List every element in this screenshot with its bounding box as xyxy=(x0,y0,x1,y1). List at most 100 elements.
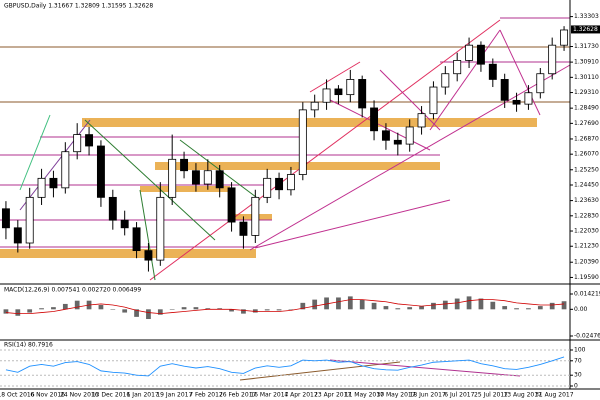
candle-body xyxy=(441,73,450,88)
y-tick-label: 1.20390 xyxy=(574,259,599,266)
macd-bar xyxy=(241,309,246,314)
candle-body xyxy=(215,170,224,189)
x-tick-label: 13 Dec 2016 xyxy=(92,392,131,399)
macd-bar xyxy=(466,296,472,310)
trend-line xyxy=(429,29,501,131)
candle-body xyxy=(346,79,355,96)
macd-bar xyxy=(431,302,436,310)
x-tick-label: 30 May 2017 xyxy=(376,392,415,399)
y-tick-label: -0.024767 xyxy=(574,333,600,340)
y-tick-label: 0 xyxy=(574,383,578,390)
macd-bar xyxy=(110,309,116,310)
macd-bar xyxy=(27,309,33,313)
macd-bar xyxy=(478,298,484,310)
y-tick-label: 0.014219 xyxy=(574,291,600,298)
trend-line xyxy=(149,19,501,281)
candle-body xyxy=(286,174,295,191)
x-tick-label: 25 Jul 2017 xyxy=(474,392,508,399)
candle-body xyxy=(191,170,200,185)
candle-body xyxy=(453,60,462,75)
candle-body xyxy=(512,99,521,105)
macd-bar xyxy=(395,308,401,310)
candle-body xyxy=(476,44,485,65)
rsi-line xyxy=(5,356,565,377)
macd-bar xyxy=(324,297,329,310)
macd-bar xyxy=(169,309,175,310)
zone xyxy=(155,162,440,170)
candle-body xyxy=(251,196,260,236)
candle-body xyxy=(61,151,70,189)
y-tick-label: 0.00 xyxy=(574,306,588,313)
macd-bar xyxy=(181,307,187,310)
zone xyxy=(82,118,537,127)
x-tick-label: 24 Nov 2016 xyxy=(60,392,99,399)
trend-line xyxy=(139,189,156,281)
x-tick-label: 16 Mar 2017 xyxy=(250,392,288,399)
x-tick-label: 4 Apr 2017 xyxy=(284,392,317,399)
macd-title: MACD(12,26,9) 0.007541 0.002720 0.006499 xyxy=(4,287,141,294)
trend-line xyxy=(499,29,541,116)
candle-body xyxy=(1,208,10,229)
macd-bar xyxy=(98,305,104,310)
y-tick-label: 1.26870 xyxy=(574,135,599,142)
candle-body xyxy=(500,79,509,101)
candle-body xyxy=(120,219,129,229)
y-tick-label: 1.24450 xyxy=(574,181,599,188)
macd-bar xyxy=(526,308,531,310)
trend-line xyxy=(379,69,441,131)
macd-bar xyxy=(51,307,56,310)
macd-bar xyxy=(454,298,460,310)
last-price-box xyxy=(571,25,600,34)
macd-bar xyxy=(15,309,21,316)
macd-bar xyxy=(276,309,282,311)
y-tick-label: 1.28490 xyxy=(574,105,599,112)
candle-body xyxy=(393,139,402,145)
candle-body xyxy=(49,177,58,189)
candle-body xyxy=(488,63,497,80)
candle-body xyxy=(144,250,153,261)
zone xyxy=(0,249,256,258)
candle-body xyxy=(322,88,331,103)
x-tick-label: 13 Aug 2017 xyxy=(503,392,542,399)
candle-body xyxy=(227,187,236,223)
macd-bar xyxy=(217,308,223,310)
candle-body xyxy=(465,44,474,61)
candle-body xyxy=(275,177,284,191)
trend-line xyxy=(309,61,361,93)
macd-bar xyxy=(205,308,211,310)
candle-body xyxy=(310,101,319,111)
macd-bar xyxy=(407,307,413,310)
zone xyxy=(140,186,230,192)
candle-body xyxy=(156,196,165,261)
macd-bar xyxy=(336,297,341,310)
macd-bar xyxy=(442,300,448,310)
candle-body xyxy=(96,145,105,198)
y-tick-label: 30 xyxy=(574,372,582,379)
macd-bar xyxy=(371,302,377,310)
macd-bar xyxy=(347,296,353,310)
macd-bar xyxy=(134,309,139,317)
candle-body xyxy=(73,134,82,153)
trend-line xyxy=(84,119,216,241)
candle-body xyxy=(25,196,34,244)
y-tick-label: 1.25250 xyxy=(574,166,599,173)
y-tick-label: 1.23630 xyxy=(574,197,599,204)
macd-bar xyxy=(537,306,543,310)
y-tick-label: 1.21230 xyxy=(574,243,599,250)
x-tick-label: 26 Feb 2017 xyxy=(219,392,257,399)
macd-bar xyxy=(312,299,318,310)
y-tick-label: 1.31730 xyxy=(574,43,599,50)
candle-body xyxy=(429,86,438,115)
candle-body xyxy=(168,158,177,198)
last-price-label: 1.32628 xyxy=(573,26,598,33)
candle-body xyxy=(37,177,46,198)
x-tick-label: 6 Nov 2016 xyxy=(30,392,65,399)
macd-bar xyxy=(252,309,258,313)
macd-bar xyxy=(502,306,508,310)
candle-body xyxy=(560,29,569,46)
macd-bar xyxy=(490,301,496,310)
x-tick-label: 18 Jun 2017 xyxy=(410,392,446,399)
macd-bar xyxy=(264,309,270,311)
macd-bar xyxy=(514,308,519,310)
candle-body xyxy=(263,177,272,198)
